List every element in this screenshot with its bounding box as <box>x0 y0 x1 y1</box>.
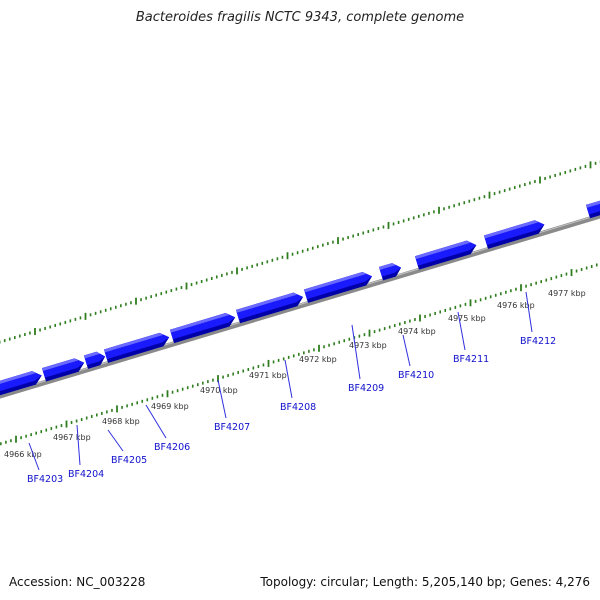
tick-label: 4977 kbp <box>548 289 586 298</box>
gene-arrow <box>585 200 600 219</box>
gene-arrow-highlight <box>303 271 367 293</box>
gene-arrow <box>414 240 477 270</box>
tick-label: 4972 kbp <box>299 355 337 364</box>
gene-arrow-body <box>414 240 477 266</box>
gene-leader-line <box>402 334 411 367</box>
gene-label: BF4205 <box>111 455 147 466</box>
gene-arrow <box>103 332 170 363</box>
tick-label: 4966 kbp <box>4 450 42 459</box>
backbone-line <box>0 213 600 399</box>
gene-arrow-highlight <box>378 263 396 270</box>
gene-leader-line <box>76 424 81 466</box>
gene-leader-line <box>217 379 227 419</box>
gene-label: BF4209 <box>348 383 384 394</box>
gene-leader-line <box>145 404 167 439</box>
gene-leader-line <box>107 429 124 452</box>
gene-leader-line <box>525 291 533 333</box>
gene-arrow-highlight <box>103 332 164 353</box>
gene-arrow <box>483 220 545 249</box>
gene-arrow-body <box>0 371 42 394</box>
gene-arrow <box>378 263 402 281</box>
inner-tick-track <box>0 263 598 446</box>
gene-arrow-highlight <box>235 292 298 313</box>
gene-arrow-highlight <box>41 358 79 371</box>
tick-label: 4970 kbp <box>200 386 238 395</box>
gene-arrow <box>83 351 106 369</box>
gene-arrow-body <box>235 292 304 320</box>
gene-arrow <box>0 371 42 398</box>
gene-arrow-body <box>483 220 545 246</box>
gene-arrow <box>303 271 373 303</box>
tick-label: 4975 kbp <box>448 314 486 323</box>
gene-arrow-body <box>41 358 85 378</box>
gene-arrow-highlight <box>83 351 101 359</box>
gene-arrow-body <box>303 271 373 300</box>
gene-arrow-body <box>169 313 236 340</box>
gene-leader-line <box>28 442 40 471</box>
gene-label: BF4203 <box>27 474 63 485</box>
gene-arrow-body <box>103 332 170 360</box>
gene-leader-line <box>457 311 466 351</box>
gene-arrow <box>235 292 304 324</box>
map-title: Bacteroides fragilis NCTC 9343, complete… <box>135 10 465 25</box>
gene-label: BF4206 <box>154 442 190 453</box>
gene-arrow-highlight <box>585 200 600 208</box>
tick-label: 4976 kbp <box>497 301 535 310</box>
gene-leader-line <box>284 359 293 399</box>
tick-label: 4971 kbp <box>249 371 287 380</box>
gene-arrow-highlight <box>414 240 471 260</box>
tick-label: 4969 kbp <box>151 402 189 411</box>
gene-label: BF4208 <box>280 402 316 413</box>
gene-label: BF4212 <box>520 336 556 347</box>
gene-track <box>0 200 600 398</box>
gene-arrow-highlight <box>483 220 539 239</box>
gene-arrow <box>41 358 85 382</box>
gene-label: BF4207 <box>214 422 250 433</box>
tick-label: 4974 kbp <box>398 327 436 336</box>
gene-label: BF4211 <box>453 354 489 365</box>
gene-label: BF4204 <box>68 469 104 480</box>
gene-labels: BF4203 BF4204 BF4205 BF4206 BF4207 BF4208 BF42… <box>27 291 556 485</box>
outer-tick-track <box>0 160 600 344</box>
gene-arrow-highlight <box>169 313 230 333</box>
gene-arrow <box>169 313 236 344</box>
tick-labels: 4966 kbp 4967 kbp 4968 kbp 4969 kbp 4970 kbp… <box>4 289 586 459</box>
accession-label: Accession: NC_003228 <box>9 575 146 589</box>
gene-arrow-highlight <box>0 371 36 388</box>
tick-label: 4968 kbp <box>102 417 140 426</box>
gene-label: BF4210 <box>398 370 434 381</box>
tick-label: 4967 kbp <box>53 433 91 442</box>
tick-label: 4973 kbp <box>349 341 387 350</box>
genome-summary: Topology: circular; Length: 5,205,140 bp… <box>260 575 590 589</box>
gene-leader-line <box>351 324 361 380</box>
